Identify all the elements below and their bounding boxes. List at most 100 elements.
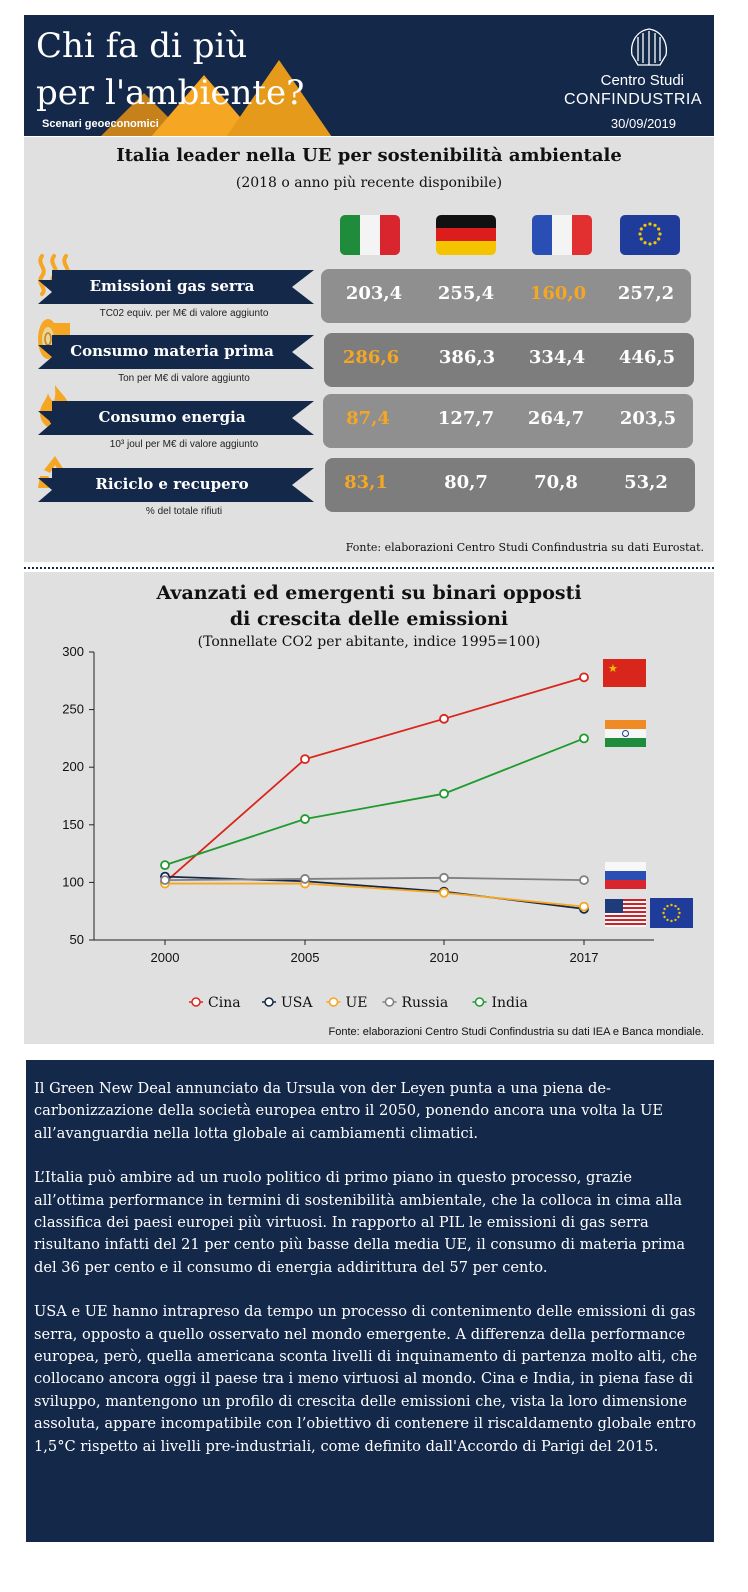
series-line-ue (165, 882, 585, 908)
y-tick-label: 250 (62, 702, 84, 717)
row-unit: TC02 equiv. per M€ di valore aggiunto (99, 308, 269, 319)
y-tick-label: 150 (62, 817, 84, 832)
values-row-emissioni: 203,4 255,4 160,0 257,2 (321, 269, 691, 323)
brand-line-1: Centro Studi (600, 72, 684, 89)
row-ribbon: Riciclo e recupero (38, 468, 314, 502)
data-point-cina (439, 713, 449, 724)
data-point-cina (300, 754, 310, 765)
value-francia: 334,4 (528, 347, 586, 368)
row-ribbon: Emissioni gas serra (38, 270, 314, 304)
mountain-shape (224, 60, 334, 136)
values-row-energia: 87,4 127,7 264,7 203,5 (323, 394, 693, 448)
paragraph: USA e UE hanno intrapreso da tempo un pr… (34, 1303, 698, 1455)
section1-subtitle: (2018 o anno più recente disponibile) (235, 175, 503, 191)
row-unit: 10³ joul per M€ di valore aggiunto (109, 439, 259, 450)
flag-stripe (605, 919, 646, 921)
eu-star (677, 907, 680, 911)
legend-label-ue: UE (346, 995, 368, 1011)
row-materia-prima: Consumo materia prima Ton per M€ di valo… (34, 319, 314, 384)
india-chakra (622, 730, 629, 737)
eu-star (666, 904, 669, 908)
flag-stripe (605, 720, 646, 729)
flag-stripe (605, 903, 646, 905)
value-francia: 160,0 (529, 283, 587, 304)
chart-title-line-1: Avanzati ed emergenti su binari opposti (156, 582, 582, 604)
header-date: 30/09/2019 (610, 116, 676, 131)
legend-label-usa: USA (281, 995, 313, 1011)
row-ribbon: Consumo energia (38, 401, 314, 435)
legend-marker-russia (384, 997, 395, 1007)
flag-stripe (605, 862, 646, 871)
value-germania: 255,4 (437, 283, 495, 304)
row-label-text: Emissioni gas serra (89, 277, 255, 295)
france-flag-icon (532, 215, 592, 255)
chart-title-line-2: di crescita delle emissioni (229, 608, 509, 630)
legend-label-russia: Russia (402, 995, 449, 1011)
flag-stripe (605, 880, 646, 889)
flag-stripe (605, 901, 646, 903)
data-point-india (439, 788, 449, 799)
legend-marker-cina (191, 997, 201, 1007)
italy-flag-icon (340, 215, 400, 255)
value-germania: 80,7 (444, 472, 488, 493)
eu-star (674, 904, 677, 908)
eu-star (674, 918, 677, 922)
flag-stripe (605, 729, 646, 738)
values-row-riciclo: 83,1 80,7 70,8 53,2 (325, 458, 695, 512)
flag-stripe (605, 899, 646, 901)
data-point-russia (579, 875, 589, 885)
china-flag-icon: ★ (603, 659, 646, 687)
value-italia: 83,1 (344, 472, 388, 493)
header-banner: Chi fa di più per l'ambiente? Scenari ge… (24, 15, 714, 136)
header-subtitle: Scenari geoeconomici (42, 118, 159, 130)
value-germania: 386,3 (438, 347, 496, 368)
flag-stripe (605, 909, 646, 911)
data-point-india (300, 814, 310, 824)
paragraph: L’Italia può ambire ad un ruolo politico… (34, 1169, 686, 1276)
flag-stripe (605, 871, 646, 880)
sustainability-table-section: Italia leader nella UE per sostenibilità… (24, 137, 714, 562)
row-ribbon: Consumo materia prima (38, 335, 314, 369)
flag-stripe (605, 923, 646, 925)
flag-stripe (605, 925, 646, 927)
page-title: Chi fa di più per l'ambiente? (36, 23, 304, 117)
flag-stripe (605, 738, 646, 747)
value-italia: 286,6 (342, 347, 400, 368)
flag-stripe (605, 921, 646, 923)
x-tick-label: 2010 (430, 950, 459, 965)
germany-flag-icon (436, 215, 496, 255)
x-tick-label: 2017 (570, 950, 599, 965)
y-tick-label: 100 (62, 874, 84, 889)
value-italia: 87,4 (346, 408, 390, 429)
value-ue: 53,2 (624, 472, 668, 493)
row-riciclo: Riciclo e recupero % del totale rifiuti (34, 456, 314, 517)
chart-source: Fonte: elaborazioni Centro Studi Confind… (328, 1026, 704, 1038)
data-point-india (579, 733, 589, 744)
eu-star (678, 911, 681, 915)
y-tick-label: 50 (70, 932, 84, 947)
series-line-russia (164, 876, 585, 881)
series-line-cina (164, 676, 585, 884)
x-tick-label: 2005 (291, 950, 320, 965)
data-point-cina (579, 672, 589, 683)
eu-star (666, 918, 669, 922)
data-point-ue (439, 887, 449, 898)
x-tick-label: 2000 (151, 950, 180, 965)
eu-flag-icon (650, 898, 693, 928)
confindustria-logo-icon (630, 28, 668, 66)
legend-marker-india (474, 997, 485, 1007)
dotted-divider (24, 567, 714, 569)
flag-stripe (605, 907, 646, 909)
data-point-russia (300, 874, 310, 884)
title-line-2: per l'ambiente? (36, 73, 305, 113)
commentary-text-section: Il Green New Deal annunciato da Ursula v… (26, 1060, 714, 1542)
flag-stripe (605, 905, 646, 907)
eu-star (663, 915, 666, 919)
row-energia: Consumo energia 10³ joul per M€ di valor… (34, 385, 314, 450)
flag-stripe (605, 917, 646, 919)
eu-star (670, 903, 673, 907)
value-germania: 127,7 (437, 408, 495, 429)
title-line-1: Chi fa di più (36, 26, 248, 66)
eu-star (677, 915, 680, 919)
value-ue: 203,5 (619, 408, 677, 429)
